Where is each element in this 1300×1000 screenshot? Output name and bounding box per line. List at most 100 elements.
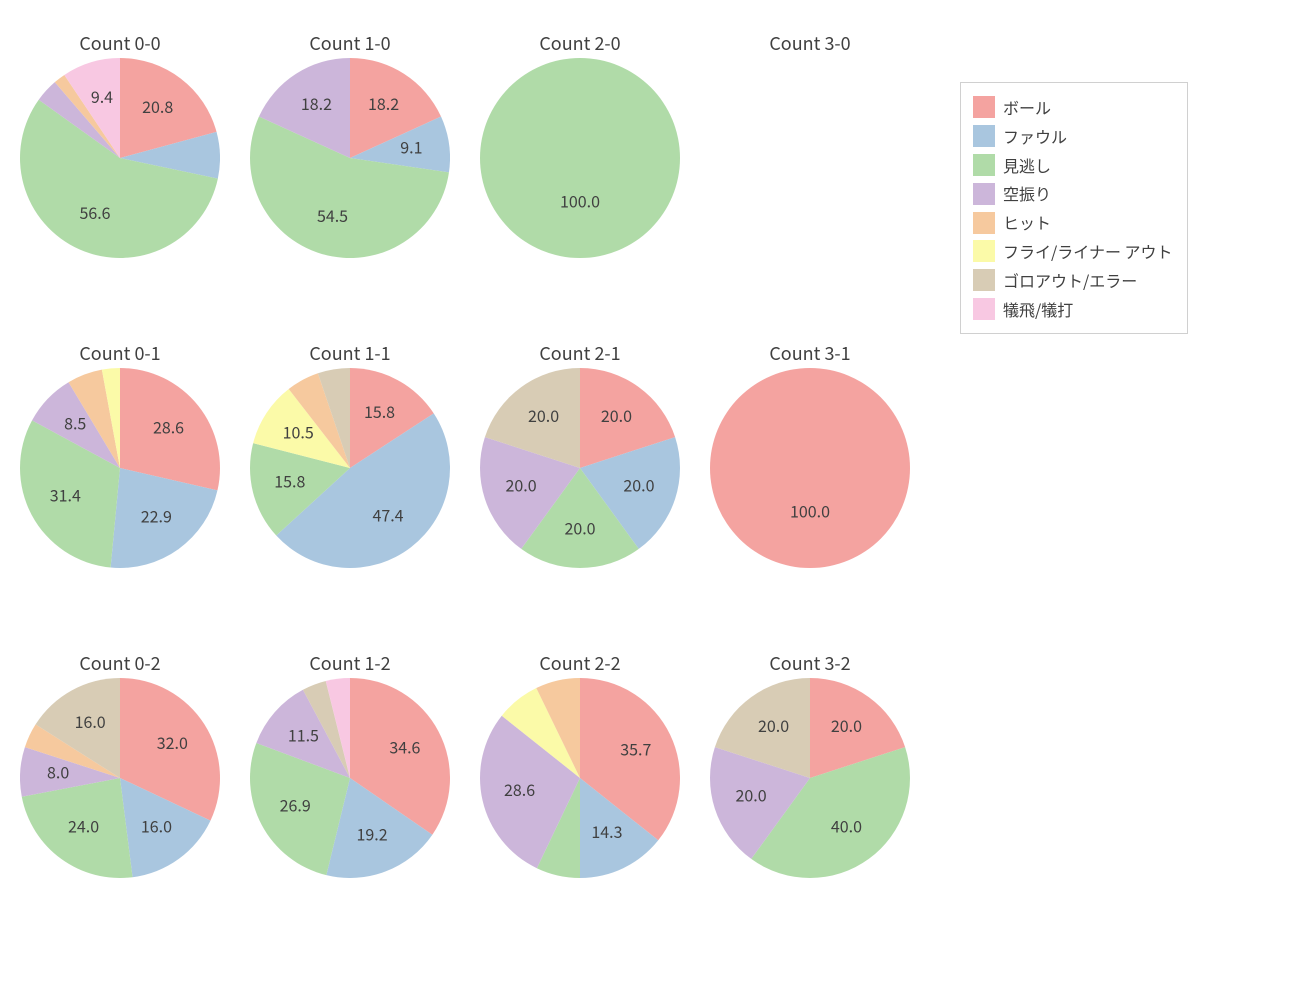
legend-item: フライ/ライナー アウト <box>973 237 1173 266</box>
legend-item: ボール <box>973 93 1173 122</box>
slice-label: 31.4 <box>50 483 81 507</box>
chart-title: Count 0-0 <box>20 30 220 56</box>
legend: ボールファウル見逃し空振りヒットフライ/ライナー アウトゴロアウト/エラー犠飛/… <box>960 82 1188 334</box>
slice-label: 8.0 <box>47 759 69 783</box>
chart-title: Count 2-2 <box>480 650 680 676</box>
legend-swatch <box>973 125 995 147</box>
slice-label: 14.3 <box>591 819 622 843</box>
slice-label: 16.0 <box>141 814 172 838</box>
slice-label: 18.2 <box>301 91 332 115</box>
pie-chart: Count 3-220.040.020.020.0 <box>710 678 910 878</box>
slice-label: 20.0 <box>758 713 789 737</box>
legend-swatch <box>973 298 995 320</box>
legend-item: ファウル <box>973 122 1173 151</box>
pie-svg: 15.8 47.4 15.8 10.5 <box>250 368 450 568</box>
pie-chart: Count 3-0 <box>710 58 910 258</box>
slice-label: 56.6 <box>79 200 110 224</box>
chart-title: Count 0-2 <box>20 650 220 676</box>
pie-svg: 20.0 20.0 20.0 20.0 20.0 <box>480 368 680 568</box>
slice-label: 15.8 <box>364 399 395 423</box>
slice-label: 28.6 <box>153 415 184 439</box>
pie-chart: Count 2-235.714.328.6 <box>480 678 680 878</box>
legend-label: 空振り <box>1003 179 1051 208</box>
slice-label: 26.9 <box>280 792 311 816</box>
pie-chart: Count 2-0100.0 <box>480 58 680 258</box>
slice-label: 20.0 <box>528 403 559 427</box>
legend-label: 見逃し <box>1003 151 1051 180</box>
chart-title: Count 3-0 <box>710 30 910 56</box>
slice-label: 9.4 <box>91 84 113 108</box>
chart-title: Count 1-2 <box>250 650 450 676</box>
pie-svg: 20.8 56.6 9.4 <box>20 58 220 258</box>
pie-chart: Count 3-1100.0 <box>710 368 910 568</box>
legend-item: ゴロアウト/エラー <box>973 266 1173 295</box>
pie-chart: Count 2-120.020.020.020.020.0 <box>480 368 680 568</box>
pie-chart: Count 0-232.016.024.08.016.0 <box>20 678 220 878</box>
pie-svg: 20.0 40.0 20.0 20.0 <box>710 678 910 878</box>
slice-label: 20.0 <box>831 713 862 737</box>
slice-label: 20.8 <box>142 94 173 118</box>
slice-label: 20.0 <box>505 473 536 497</box>
chart-title: Count 3-2 <box>710 650 910 676</box>
chart-stage: Count 0-020.856.69.4Count 1-018.29.154.5… <box>0 0 1300 1000</box>
pie-chart: Count 0-020.856.69.4 <box>20 58 220 258</box>
pie-svg: 100.0 <box>480 58 680 258</box>
pie-slice <box>710 368 910 568</box>
legend-label: フライ/ライナー アウト <box>1003 237 1173 266</box>
legend-item: 見逃し <box>973 151 1173 180</box>
slice-label: 34.6 <box>389 735 420 759</box>
slice-label: 16.0 <box>75 709 106 733</box>
slice-label: 20.0 <box>623 473 654 497</box>
legend-swatch <box>973 154 995 176</box>
legend-swatch <box>973 183 995 205</box>
slice-label: 8.5 <box>64 410 86 434</box>
pie-chart: Count 0-128.622.931.48.5 <box>20 368 220 568</box>
chart-title: Count 3-1 <box>710 340 910 366</box>
slice-label: 47.4 <box>372 502 403 526</box>
legend-swatch <box>973 269 995 291</box>
legend-swatch <box>973 240 995 262</box>
slice-label: 19.2 <box>357 821 388 845</box>
chart-title: Count 0-1 <box>20 340 220 366</box>
legend-item: ヒット <box>973 208 1173 237</box>
pie-svg: 34.6 19.2 26.9 11.5 <box>250 678 450 878</box>
chart-title: Count 2-0 <box>480 30 680 56</box>
slice-label: 10.5 <box>283 419 314 443</box>
slice-label: 35.7 <box>620 736 651 760</box>
pie-svg: 100.0 <box>710 368 910 568</box>
pie-svg <box>710 58 910 258</box>
legend-label: ファウル <box>1003 122 1067 151</box>
pie-svg: 18.29.154.518.2 <box>250 58 450 258</box>
slice-label: 100.0 <box>560 188 600 212</box>
slice-label: 20.0 <box>735 783 766 807</box>
chart-title: Count 1-1 <box>250 340 450 366</box>
slice-label: 11.5 <box>288 722 319 746</box>
slice-label: 22.9 <box>141 504 172 528</box>
pie-svg: 32.0 16.0 24.0 8.0 16.0 <box>20 678 220 878</box>
slice-label: 32.0 <box>157 730 188 754</box>
slice-label: 54.5 <box>317 203 348 227</box>
pie-chart: Count 1-234.619.226.911.5 <box>250 678 450 878</box>
pie-svg: 28.6 22.9 31.4 8.5 <box>20 368 220 568</box>
slice-label: 24.0 <box>68 814 99 838</box>
chart-title: Count 2-1 <box>480 340 680 366</box>
legend-label: ヒット <box>1003 208 1051 237</box>
chart-title: Count 1-0 <box>250 30 450 56</box>
legend-item: 犠飛/犠打 <box>973 295 1173 324</box>
slice-label: 28.6 <box>504 777 535 801</box>
legend-label: 犠飛/犠打 <box>1003 295 1073 324</box>
pie-chart: Count 1-115.847.415.810.5 <box>250 368 450 568</box>
pie-svg: 35.7 14.3 28.6 <box>480 678 680 878</box>
legend-item: 空振り <box>973 179 1173 208</box>
slice-label: 40.0 <box>831 814 862 838</box>
legend-swatch <box>973 96 995 118</box>
legend-label: ボール <box>1003 93 1051 122</box>
slice-label: 15.8 <box>274 468 305 492</box>
legend-label: ゴロアウト/エラー <box>1003 266 1137 295</box>
pie-slice <box>480 58 680 258</box>
slice-label: 18.2 <box>368 91 399 115</box>
slice-label: 20.0 <box>601 403 632 427</box>
slice-label: 100.0 <box>790 498 830 522</box>
slice-label: 9.1 <box>400 135 422 159</box>
slice-label: 20.0 <box>564 515 595 539</box>
